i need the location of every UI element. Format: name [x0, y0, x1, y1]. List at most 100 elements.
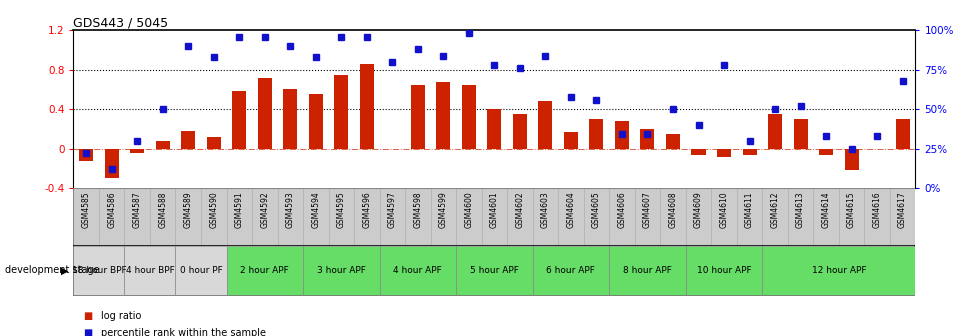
Text: GSM4599: GSM4599: [438, 191, 447, 228]
Bar: [507, 188, 532, 245]
Bar: [659, 188, 685, 245]
Bar: [308, 94, 323, 149]
Bar: [251, 188, 277, 245]
Bar: [793, 119, 807, 149]
Text: GSM4594: GSM4594: [311, 191, 320, 228]
Text: GSM4603: GSM4603: [541, 191, 550, 228]
Bar: [354, 188, 379, 245]
Text: GSM4601: GSM4601: [489, 191, 499, 228]
Bar: [665, 134, 680, 149]
Text: 0 hour PF: 0 hour PF: [179, 266, 222, 275]
Text: GSM4598: GSM4598: [413, 191, 422, 228]
Text: GSM4617: GSM4617: [897, 191, 907, 228]
Bar: [512, 114, 526, 149]
Text: 6 hour APF: 6 hour APF: [546, 266, 595, 275]
Bar: [711, 188, 736, 245]
Bar: [360, 64, 374, 149]
Text: 18 hour BPF: 18 hour BPF: [71, 266, 126, 275]
Bar: [456, 188, 481, 245]
Bar: [462, 85, 475, 149]
Text: GSM4615: GSM4615: [846, 191, 855, 228]
Text: 4 hour APF: 4 hour APF: [393, 266, 442, 275]
Text: GSM4613: GSM4613: [795, 191, 804, 228]
Bar: [481, 188, 507, 245]
Bar: [175, 246, 226, 295]
Bar: [411, 85, 424, 149]
Text: 5 hour APF: 5 hour APF: [469, 266, 518, 275]
Text: GSM4596: GSM4596: [362, 191, 371, 228]
Bar: [819, 149, 832, 155]
Bar: [303, 188, 329, 245]
Bar: [838, 188, 864, 245]
Bar: [333, 75, 348, 149]
Bar: [156, 141, 169, 149]
Text: 12 hour APF: 12 hour APF: [811, 266, 866, 275]
Bar: [767, 114, 781, 149]
Bar: [895, 119, 909, 149]
Bar: [634, 188, 659, 245]
Bar: [79, 149, 93, 161]
Text: ▶: ▶: [61, 265, 68, 276]
Bar: [589, 119, 602, 149]
Text: GSM4595: GSM4595: [336, 191, 345, 228]
Text: development stage: development stage: [5, 265, 100, 276]
Text: ■: ■: [83, 328, 92, 336]
Bar: [405, 188, 430, 245]
Bar: [379, 188, 405, 245]
Bar: [690, 149, 705, 155]
Text: GSM4612: GSM4612: [770, 191, 778, 227]
Bar: [736, 188, 762, 245]
Text: GSM4590: GSM4590: [209, 191, 218, 228]
Bar: [487, 109, 501, 149]
Bar: [456, 246, 532, 295]
Bar: [608, 246, 685, 295]
Bar: [762, 246, 914, 295]
Text: GSM4591: GSM4591: [235, 191, 244, 228]
Text: GSM4610: GSM4610: [719, 191, 728, 228]
Text: GSM4587: GSM4587: [133, 191, 142, 228]
Bar: [73, 246, 124, 295]
Bar: [640, 129, 654, 149]
Bar: [813, 188, 838, 245]
Bar: [329, 188, 354, 245]
Bar: [532, 246, 608, 295]
Text: log ratio: log ratio: [101, 311, 141, 321]
Bar: [430, 188, 456, 245]
Bar: [175, 188, 200, 245]
Bar: [105, 149, 118, 178]
Bar: [762, 188, 787, 245]
Text: GSM4589: GSM4589: [184, 191, 193, 228]
Text: 10 hour APF: 10 hour APF: [696, 266, 750, 275]
Text: GSM4606: GSM4606: [617, 191, 626, 228]
Text: GSM4605: GSM4605: [592, 191, 600, 228]
Text: GSM4602: GSM4602: [514, 191, 524, 228]
Text: GSM4593: GSM4593: [286, 191, 294, 228]
Text: 4 hour BPF: 4 hour BPF: [125, 266, 174, 275]
Bar: [538, 101, 552, 149]
Bar: [787, 188, 813, 245]
Text: GSM4614: GSM4614: [821, 191, 829, 228]
Bar: [99, 188, 124, 245]
Bar: [685, 246, 762, 295]
Bar: [181, 131, 195, 149]
Bar: [277, 188, 303, 245]
Text: GSM4592: GSM4592: [260, 191, 269, 228]
Bar: [741, 149, 756, 155]
Text: GSM4597: GSM4597: [387, 191, 396, 228]
Bar: [889, 188, 914, 245]
Text: GSM4607: GSM4607: [643, 191, 651, 228]
Text: GSM4600: GSM4600: [464, 191, 473, 228]
Bar: [232, 91, 246, 149]
Bar: [124, 188, 150, 245]
Text: 3 hour APF: 3 hour APF: [317, 266, 366, 275]
Bar: [226, 246, 303, 295]
Bar: [257, 78, 272, 149]
Bar: [563, 132, 577, 149]
Text: percentile rank within the sample: percentile rank within the sample: [101, 328, 266, 336]
Bar: [303, 246, 379, 295]
Bar: [557, 188, 583, 245]
Text: 8 hour APF: 8 hour APF: [622, 266, 671, 275]
Bar: [226, 188, 251, 245]
Bar: [379, 246, 456, 295]
Text: 2 hour APF: 2 hour APF: [241, 266, 289, 275]
